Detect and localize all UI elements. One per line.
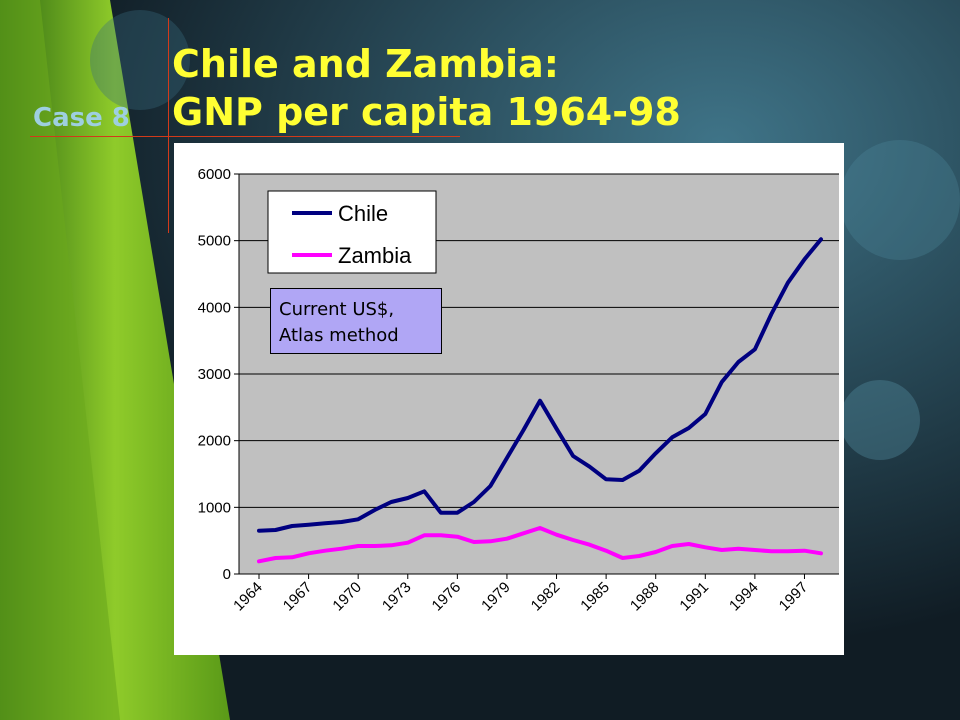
units-note-line-2: Atlas method	[279, 325, 399, 346]
line-chart: 0 1000 2000 3000 4000 5000 6000 1964 1967 1970 197…	[198, 166, 839, 615]
y-tick-label-4000: 4000	[198, 299, 231, 316]
x-tick-label-1979: 1979	[478, 579, 514, 615]
legend-label-chile: Chile	[338, 201, 388, 226]
legend-label-zambia: Zambia	[338, 243, 412, 268]
x-tick-label-1964: 1964	[230, 579, 266, 615]
x-tick-label-1991: 1991	[677, 579, 713, 615]
title-divider-horizontal	[30, 136, 460, 137]
title-line-1: Chile and Zambia:	[172, 42, 559, 86]
legend-box	[267, 190, 437, 274]
x-tick-label-1985: 1985	[577, 579, 613, 615]
x-tick-label-1988: 1988	[627, 579, 663, 615]
y-tick-label-6000: 6000	[198, 166, 231, 183]
title-line-2: GNP per capita 1964-98	[172, 90, 681, 134]
case-label: Case 8	[33, 103, 130, 133]
y-tick-label-2000: 2000	[198, 433, 231, 450]
chart-frame: 0 1000 2000 3000 4000 5000 6000 1964 1967 1970 197…	[174, 143, 844, 655]
x-tick-label-1994: 1994	[726, 579, 762, 615]
y-tick-label-3000: 3000	[198, 366, 231, 383]
x-tick-label-1976: 1976	[429, 579, 465, 615]
x-tick-label-1967: 1967	[280, 579, 316, 615]
page-title: Chile and Zambia: GNP per capita 1964-98	[172, 40, 681, 136]
y-tick-label-1000: 1000	[198, 499, 231, 516]
y-tick-label-5000: 5000	[198, 233, 231, 250]
x-tick-label-1997: 1997	[776, 579, 812, 615]
units-note-line-1: Current US$,	[279, 299, 395, 320]
title-divider-vertical	[168, 18, 169, 233]
x-tick-label-1982: 1982	[528, 579, 564, 615]
series-line-zambia	[257, 526, 823, 564]
y-tick-label-0: 0	[223, 566, 231, 583]
series-line-chile	[257, 237, 823, 533]
x-tick-label-1970: 1970	[329, 579, 365, 615]
x-tick-label-1973: 1973	[379, 579, 415, 615]
units-note: Current US$, Atlas method	[270, 288, 442, 354]
